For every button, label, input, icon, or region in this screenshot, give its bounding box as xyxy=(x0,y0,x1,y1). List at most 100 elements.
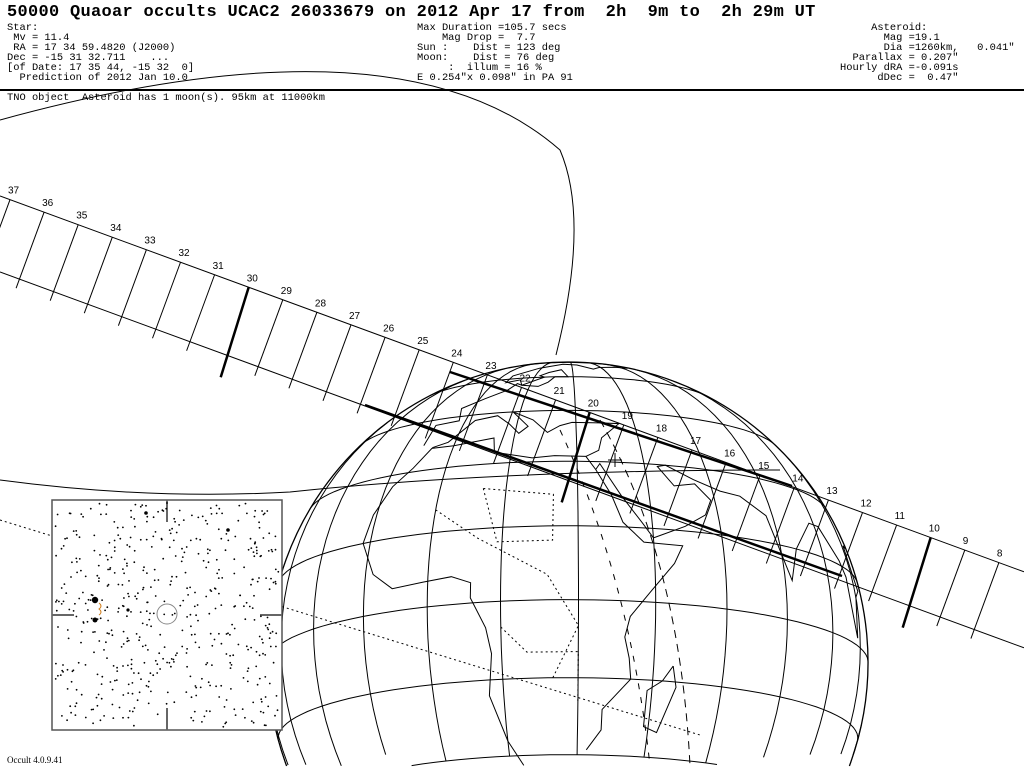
field-star xyxy=(116,670,119,672)
field-star xyxy=(194,641,197,644)
field-star xyxy=(252,551,255,553)
field-star xyxy=(122,643,125,645)
field-star xyxy=(92,708,95,711)
field-star xyxy=(195,537,198,540)
field-star xyxy=(277,570,280,573)
field-star xyxy=(225,533,228,535)
field-star xyxy=(227,539,230,542)
field-star xyxy=(55,609,58,612)
finder-frame xyxy=(51,499,283,731)
field-star xyxy=(149,672,152,675)
field-star xyxy=(268,623,271,626)
time-label-17: 17 xyxy=(690,436,702,447)
coastline xyxy=(362,437,684,766)
field-star xyxy=(175,531,178,534)
field-star xyxy=(202,559,205,562)
field-star xyxy=(156,663,159,666)
field-star xyxy=(274,548,277,551)
field-star xyxy=(123,572,125,575)
field-star xyxy=(262,513,265,516)
field-star xyxy=(122,526,124,529)
field-star xyxy=(258,577,260,579)
field-star xyxy=(145,684,148,687)
field-star xyxy=(256,683,259,686)
field-star xyxy=(204,519,207,522)
field-star xyxy=(192,719,195,722)
time-tick-19 xyxy=(595,424,625,502)
field-star xyxy=(168,529,171,531)
time-tick-33 xyxy=(117,249,147,326)
field-star xyxy=(193,605,196,608)
field-star xyxy=(199,538,202,541)
field-star xyxy=(205,710,208,712)
field-star xyxy=(150,690,152,693)
field-star xyxy=(215,512,218,515)
field-star xyxy=(234,535,237,538)
field-star xyxy=(142,586,145,589)
field-star xyxy=(248,605,251,608)
field-star xyxy=(189,613,192,616)
field-star xyxy=(250,720,253,722)
coastline xyxy=(423,363,628,446)
field-star xyxy=(274,582,277,585)
field-star xyxy=(117,534,120,536)
field-star xyxy=(137,592,139,595)
coastline xyxy=(642,665,677,734)
field-star xyxy=(143,566,145,569)
field-star xyxy=(126,640,129,643)
field-star xyxy=(268,682,271,685)
field-star xyxy=(103,715,105,717)
field-star xyxy=(113,546,116,549)
field-star xyxy=(122,568,124,570)
asteroid-path-icon xyxy=(98,602,102,616)
field-star xyxy=(113,539,116,542)
field-star xyxy=(75,557,78,560)
field-star xyxy=(130,667,133,670)
field-star xyxy=(217,528,220,531)
field-star xyxy=(239,594,242,597)
field-star xyxy=(153,568,156,571)
field-star xyxy=(250,547,253,549)
country-border xyxy=(482,488,554,543)
twilight-line xyxy=(559,429,651,767)
field-star xyxy=(105,641,107,644)
field-star xyxy=(250,583,252,586)
field-star xyxy=(198,646,201,649)
field-star xyxy=(197,619,199,622)
field-star xyxy=(62,664,64,666)
field-star xyxy=(89,599,92,601)
field-star xyxy=(160,538,163,541)
field-star xyxy=(194,633,196,636)
field-star xyxy=(127,716,130,719)
time-label-9: 9 xyxy=(963,536,969,547)
field-star xyxy=(71,561,73,564)
field-star xyxy=(233,558,236,561)
field-star xyxy=(181,629,184,632)
field-star xyxy=(112,665,115,667)
field-star xyxy=(176,652,178,654)
field-star xyxy=(267,628,270,631)
field-star xyxy=(135,597,138,600)
field-star xyxy=(133,549,136,552)
field-star xyxy=(55,662,57,665)
field-star xyxy=(131,710,134,713)
field-star xyxy=(113,572,116,574)
bright-star xyxy=(126,608,130,612)
field-star xyxy=(101,675,104,678)
field-star xyxy=(111,634,114,637)
time-tick-12 xyxy=(834,512,863,589)
field-star xyxy=(126,562,128,565)
field-star xyxy=(139,505,142,508)
field-star xyxy=(173,517,176,520)
field-star xyxy=(252,721,255,724)
field-star xyxy=(169,532,172,535)
field-star xyxy=(145,610,148,613)
field-star xyxy=(195,686,198,689)
field-star xyxy=(199,686,202,689)
field-star xyxy=(152,612,155,615)
time-label-25: 25 xyxy=(417,336,429,347)
field-star xyxy=(126,565,128,567)
field-star xyxy=(146,624,148,626)
field-star xyxy=(80,693,83,696)
field-star xyxy=(123,558,126,561)
